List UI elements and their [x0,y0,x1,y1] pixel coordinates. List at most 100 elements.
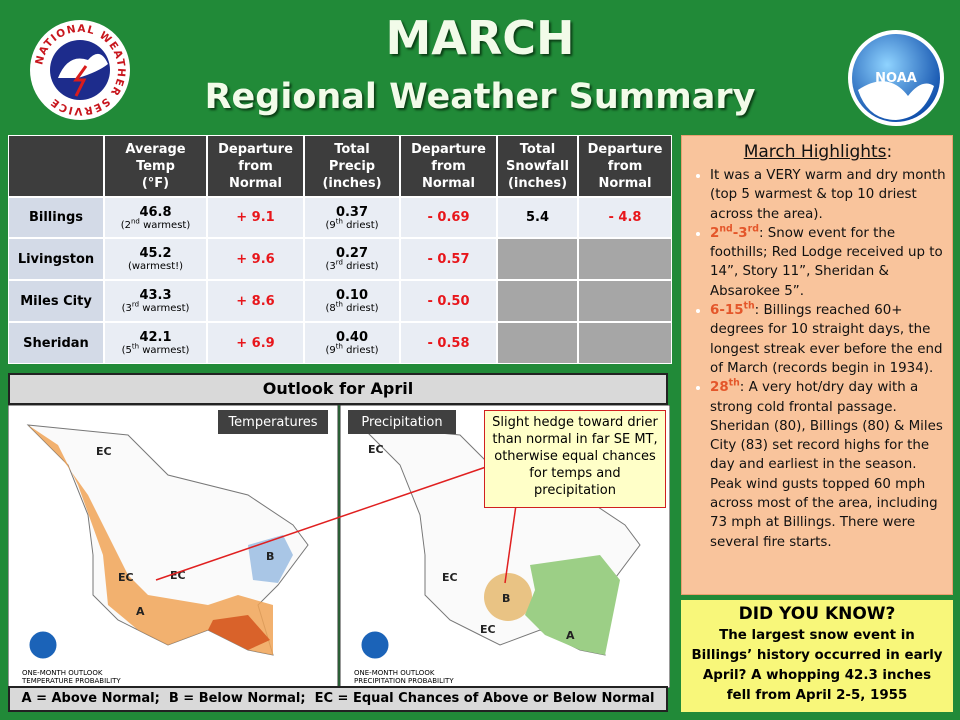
outlook-legend: A = Above Normal; B = Below Normal; EC =… [8,686,668,712]
map-label: EC [480,623,496,636]
superscript: th [335,342,343,351]
header-line: Normal [598,175,652,191]
header-line: from [607,158,643,174]
cell-value: 46.8 [139,204,172,220]
cell-value: 43.3 [139,288,172,303]
cell-value: 45.2 [139,246,172,261]
dyk-text: The largest snow event in Billings’ hist… [691,628,943,703]
map-label: A [566,629,575,642]
summary-table: Average Temp (°F) Departure from Normal Total P… [8,135,672,365]
header-cell: Departure from Normal [207,135,304,197]
slide-title: MARCH [385,11,575,65]
logo-bolt [73,65,88,97]
header-line: (inches) [322,175,382,191]
below-area [484,573,532,621]
above-area [525,555,620,655]
data-cell: + 6.9 [207,322,304,364]
map-caption: ONE-MONTH OUTLOOK [22,669,103,677]
noaa-logo: NOAA [848,30,944,126]
text: (warmest!) [127,261,184,272]
highlight-date-sup: th [728,377,740,389]
data-cell: + 8.6 [207,280,304,322]
empty-cell [578,238,672,280]
text: (9 [325,219,336,231]
superscript: th [335,300,343,309]
text: (2 [120,219,131,231]
cell-note: (2nd warmest) [120,217,191,231]
cell-value: + 9.1 [236,210,275,225]
cell-note: (5th warmest) [121,343,190,356]
cell-note: (3rd warmest) [121,300,190,314]
data-cell: 5.4 [497,197,578,238]
header-line: (°F) [141,175,170,191]
cell-note: (8th driest) [325,300,378,314]
text: : Billings reached 60+ degrees for 10 st… [710,303,943,376]
text: (9 [325,345,336,356]
header-line: Precip [328,158,376,174]
highlight-date: 28 [710,380,729,396]
text: driest) [342,219,379,231]
map-label: EC [118,571,134,584]
data-cell: - 4.8 [578,197,672,238]
map-tab [218,410,328,434]
cell-value: 0.40 [335,330,369,345]
temp-map: EC EC EC B A Temperatures ONE-MONTH OUTL… [8,405,339,688]
text: : A very hot/dry day with a strong cold … [710,380,943,550]
highlight-date: 6-15 [710,303,744,319]
data-cell: + 9.6 [207,238,304,280]
data-cell: 42.1 (5th warmest) [104,322,207,364]
highlight-date-sup: nd [719,223,733,235]
text: (5 [121,345,132,356]
did-you-know: DID YOU KNOW? The largest snow event in … [681,600,953,712]
data-cell: 0.10 (8th driest) [304,280,400,322]
superscript: nd [131,217,140,226]
header-line: (inches) [507,175,568,191]
logo-text: NOAA [875,71,917,86]
map-label: EC [368,443,384,456]
logo-cloud [58,53,108,78]
superscript: rd [131,300,140,309]
data-cell: - 0.58 [400,322,497,364]
highlight-item: 2nd-3rd: Snow event for the foothills; R… [710,224,946,301]
header-line: Snowfall [506,158,569,174]
text: (8 [325,303,336,314]
data-cell: 0.40 (9th driest) [304,322,400,364]
cell-value: 0.37 [335,204,369,220]
highlight-date-sup: rd [747,223,759,235]
header-line: Temp [136,158,175,174]
empty-cell [497,238,578,280]
noaa-mark [360,630,390,660]
empty-cell [497,280,578,322]
noaa-mark [28,630,58,660]
map-label: EC [170,569,186,582]
station-cell: Sheridan [8,322,104,364]
superscript: th [335,217,343,226]
data-cell: 0.37 (9th driest) [304,197,400,238]
header-line: Departure [411,141,486,157]
highlight-date: -3 [732,225,748,241]
data-cell: - 0.50 [400,280,497,322]
cell-note: (9th driest) [325,217,379,231]
text: warmest) [139,303,190,314]
header-line: Departure [218,141,293,157]
slide-subtitle: Regional Weather Summary [204,77,756,117]
data-cell: - 0.57 [400,238,497,280]
header-line: from [238,158,273,174]
empty-cell [578,322,672,364]
map-tab-label: Precipitation [361,415,442,430]
header-cell [8,135,104,197]
highlight-date: 2 [710,225,720,241]
header-line: Departure [587,141,663,157]
station-cell: Billings [8,197,104,238]
highlights-title: March Highlights [743,142,887,162]
map-label: A [136,605,145,618]
outlook-header: Outlook for April [8,373,668,405]
above-core [208,615,270,650]
text: : Snow event for the foothills; Red Lodg… [710,225,943,299]
data-cell: + 9.1 [207,197,304,238]
highlights: March Highlights: It was a VERY warm and… [681,135,953,595]
empty-cell [497,322,578,364]
text: (3 [121,303,132,314]
header-cell: Departure from Normal [578,135,672,197]
